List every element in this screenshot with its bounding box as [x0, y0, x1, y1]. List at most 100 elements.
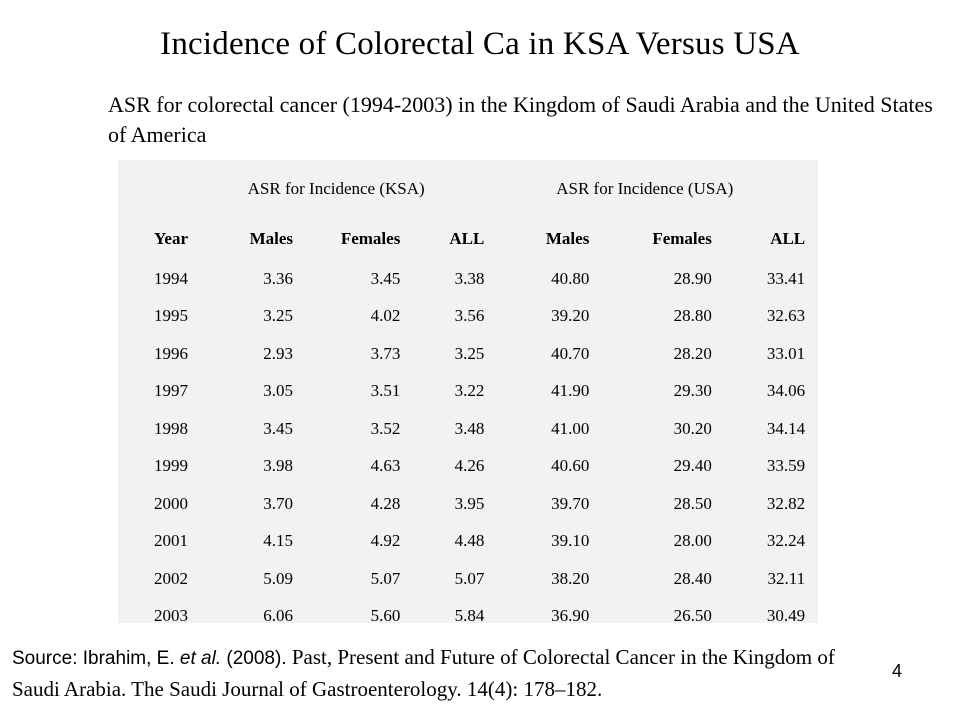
cell-usa-males: 41.90 [551, 381, 590, 401]
cell-year: 1999 [154, 456, 188, 476]
cell-year: 1995 [154, 306, 188, 326]
cell-ksa-males: 2.93 [263, 343, 293, 363]
cell-year: 1996 [154, 343, 188, 363]
cell-ksa-females: 4.63 [370, 456, 401, 476]
cell-usa-all: 34.14 [766, 418, 806, 438]
source-citation: Source: Ibrahim, E. et al. (2008). Past,… [12, 642, 882, 704]
row-pad [805, 485, 818, 523]
group-header-row: ASR for Incidence (KSA) ASR for Incidenc… [118, 160, 818, 218]
row-pad [805, 260, 818, 298]
source-citation-text: Past, Present and Future of Colorectal C… [12, 645, 835, 701]
cell-usa-all: 33.41 [766, 268, 806, 288]
cell-ksa-males: 3.70 [263, 493, 293, 513]
cell-usa-males: 39.10 [551, 531, 590, 551]
cell-usa-all: 30.49 [766, 606, 806, 626]
data-table-panel: ASR for Incidence (KSA) ASR for Incidenc… [118, 160, 818, 625]
cell-ksa-females: 5.60 [370, 606, 401, 626]
row-pad [805, 298, 818, 336]
cell-ksa-males: 6.06 [263, 606, 293, 626]
cell-ksa-females: 4.92 [370, 531, 401, 551]
cell-usa-males: 39.20 [551, 306, 590, 326]
table-row: 1996 2.93 3.73 3.25 40.70 28.20 33.01 [118, 335, 818, 373]
slide-subtitle: ASR for colorectal cancer (1994-2003) in… [108, 92, 933, 147]
cell-ksa-males: 4.15 [263, 531, 293, 551]
column-header-row: Year Males Females ALL Males Females ALL [118, 218, 818, 260]
cell-usa-males: 40.70 [551, 343, 590, 363]
cell-usa-females: 26.50 [673, 606, 712, 626]
cell-year: 2002 [154, 568, 188, 588]
source-prefix: Source: Ibrahim, E. [12, 648, 180, 669]
cell-usa-all: 33.01 [766, 343, 806, 363]
cell-usa-females: 28.00 [673, 531, 712, 551]
cell-usa-all: 32.24 [766, 531, 806, 551]
group-header-spacer [118, 160, 188, 218]
cell-ksa-all: 3.38 [454, 268, 485, 288]
cell-usa-males: 39.70 [551, 493, 590, 513]
cell-usa-all: 33.59 [766, 456, 806, 476]
cell-ksa-all: 3.48 [454, 418, 485, 438]
table-row: 1997 3.05 3.51 3.22 41.90 29.30 34.06 [118, 373, 818, 411]
column-header-pad [805, 218, 818, 260]
column-header-ksa-females: Females [340, 229, 401, 248]
cell-ksa-all: 3.95 [454, 493, 485, 513]
cell-usa-males: 40.80 [551, 268, 590, 288]
cell-usa-females: 28.50 [673, 493, 712, 513]
column-header-year: Year [154, 229, 188, 248]
slide-title: Incidence of Colorectal Ca in KSA Versus… [160, 26, 800, 62]
cell-usa-males: 41.00 [551, 418, 590, 438]
cell-usa-all: 32.11 [767, 568, 806, 588]
cell-usa-females: 28.80 [673, 306, 712, 326]
row-pad [805, 560, 818, 598]
cell-year: 1997 [154, 381, 188, 401]
group-header-usa: ASR for Incidence (USA) [556, 179, 734, 198]
cell-usa-all: 34.06 [766, 381, 806, 401]
cell-ksa-males: 5.09 [263, 568, 293, 588]
cell-usa-females: 29.40 [673, 456, 712, 476]
cell-ksa-all: 4.48 [454, 531, 485, 551]
table-row: 1994 3.36 3.45 3.38 40.80 28.90 33.41 [118, 260, 818, 298]
source-et-al: et al. [179, 648, 222, 669]
column-header-ksa-males: Males [249, 229, 293, 248]
column-header-usa-males: Males [545, 229, 590, 248]
group-header-pad [805, 160, 818, 218]
cell-ksa-males: 3.25 [263, 306, 293, 326]
row-pad [805, 410, 818, 448]
cell-usa-all: 32.82 [766, 493, 806, 513]
cell-usa-males: 40.60 [551, 456, 590, 476]
cell-year: 2000 [154, 493, 188, 513]
cell-ksa-all: 5.07 [454, 568, 485, 588]
row-pad [805, 523, 818, 561]
table-row: 1999 3.98 4.63 4.26 40.60 29.40 33.59 [118, 448, 818, 486]
cell-ksa-all: 3.25 [454, 343, 485, 363]
column-header-usa-females: Females [652, 229, 712, 248]
table-row: 1998 3.45 3.52 3.48 41.00 30.20 34.14 [118, 410, 818, 448]
cell-usa-females: 28.40 [673, 568, 712, 588]
cell-ksa-females: 5.07 [370, 568, 401, 588]
cell-ksa-males: 3.36 [263, 268, 293, 288]
row-pad [805, 598, 818, 636]
table-row: 2000 3.70 4.28 3.95 39.70 28.50 32.82 [118, 485, 818, 523]
cell-ksa-all: 5.84 [454, 606, 485, 626]
table-row: 2002 5.09 5.07 5.07 38.20 28.40 32.11 [118, 560, 818, 598]
cell-year: 1994 [154, 268, 188, 288]
cell-usa-males: 36.90 [551, 606, 590, 626]
table-row: 1995 3.25 4.02 3.56 39.20 28.80 32.63 [118, 298, 818, 336]
cell-year: 2001 [154, 531, 188, 551]
page-number: 4 [892, 661, 903, 681]
cell-ksa-males: 3.98 [263, 456, 293, 476]
data-table: ASR for Incidence (KSA) ASR for Incidenc… [118, 160, 818, 635]
cell-ksa-all: 3.56 [454, 306, 485, 326]
cell-usa-females: 30.20 [673, 418, 712, 438]
column-header-usa-all: ALL [770, 229, 806, 248]
cell-ksa-females: 3.52 [370, 418, 401, 438]
cell-ksa-females: 3.73 [370, 343, 401, 363]
cell-year: 1998 [154, 418, 188, 438]
row-pad [805, 335, 818, 373]
cell-ksa-males: 3.05 [263, 381, 293, 401]
cell-usa-all: 32.63 [766, 306, 806, 326]
cell-usa-males: 38.20 [551, 568, 590, 588]
table-body: 1994 3.36 3.45 3.38 40.80 28.90 33.41 1995 3.25 4… [118, 260, 818, 635]
cell-ksa-females: 4.28 [370, 493, 401, 513]
cell-ksa-females: 3.45 [370, 268, 401, 288]
cell-ksa-all: 3.22 [454, 381, 485, 401]
